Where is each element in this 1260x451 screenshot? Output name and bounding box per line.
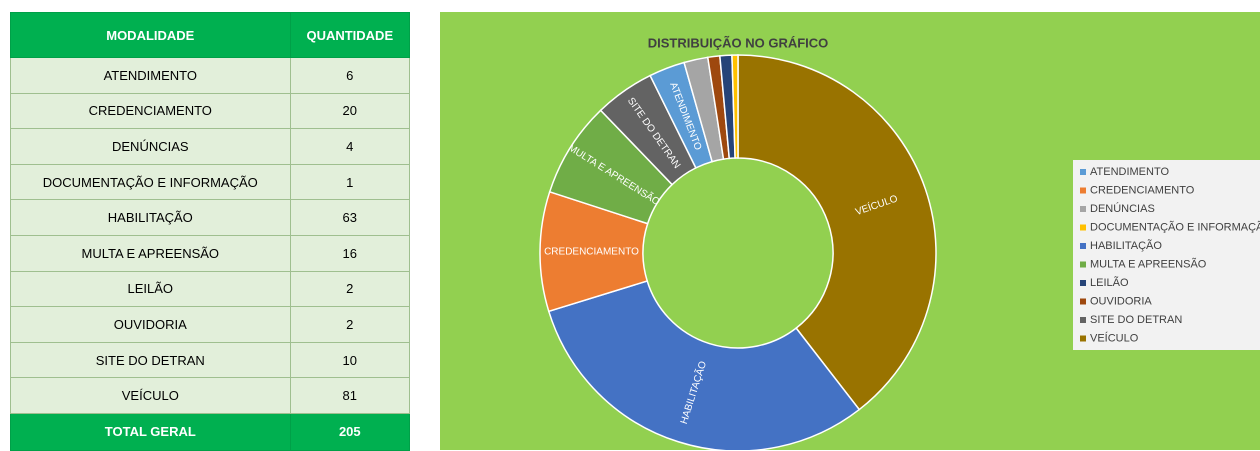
table-cell: 16 bbox=[289, 234, 411, 272]
legend-swatch bbox=[1080, 335, 1086, 342]
table-cell: 10 bbox=[289, 341, 411, 379]
table-cell: 81 bbox=[289, 377, 411, 414]
legend-swatch bbox=[1080, 206, 1086, 212]
table-cell: ATENDIMENTO bbox=[10, 57, 291, 94]
table-cell: TOTAL GERAL bbox=[10, 412, 291, 451]
chart: DISTRIBUIÇÃO NO GRÁFICO VEÍCULO HABILITAÇ… bbox=[440, 12, 1260, 450]
table-cell: 2 bbox=[289, 306, 411, 343]
slice-label: CREDENCIAMENTO bbox=[544, 247, 639, 258]
table-row: OUVIDORIA 2 bbox=[10, 306, 411, 343]
legend-swatch bbox=[1080, 243, 1086, 249]
legend-label: OUVIDORIA bbox=[1090, 295, 1152, 307]
legend-label: CREDENCIAMENTO bbox=[1090, 184, 1195, 196]
total-row: TOTAL GERAL 205 bbox=[10, 412, 411, 451]
header-cell: MODALIDADE bbox=[10, 12, 291, 58]
legend-swatch bbox=[1080, 317, 1086, 323]
data-table: MODALIDADE QUANTIDADE ATENDIMENTO 6 CREDEN… bbox=[10, 12, 411, 451]
table-cell: 4 bbox=[289, 128, 411, 165]
legend-label: DOCUMENTAÇÃO E INFORMAÇÃO bbox=[1090, 220, 1260, 233]
legend-label: LEILÃO bbox=[1090, 276, 1129, 289]
table-row: LEILÃO 2 bbox=[10, 270, 411, 308]
table-cell: LEILÃO bbox=[10, 270, 291, 308]
table-cell: OUVIDORIA bbox=[10, 306, 291, 343]
table-cell: 20 bbox=[289, 92, 411, 130]
legend-label: HABILITAÇÃO bbox=[1090, 239, 1162, 252]
chart-title: DISTRIBUIÇÃO NO GRÁFICO bbox=[648, 35, 829, 50]
legend-swatch bbox=[1080, 169, 1086, 175]
table-cell: SITE DO DETRAN bbox=[10, 341, 291, 379]
table-cell: MULTA E APREENSÃO bbox=[10, 234, 291, 272]
table-row: CREDENCIAMENTO 20 bbox=[10, 92, 411, 130]
legend-label: ATENDIMENTO bbox=[1090, 166, 1169, 178]
table-cell: 63 bbox=[289, 199, 411, 236]
legend-label: SITE DO DETRAN bbox=[1090, 314, 1182, 326]
legend-swatch bbox=[1080, 224, 1086, 231]
table-cell: DENÚNCIAS bbox=[10, 128, 291, 165]
donut-slice bbox=[737, 54, 937, 411]
legend-label: DENÚNCIAS bbox=[1090, 202, 1155, 215]
legend-swatch bbox=[1080, 261, 1086, 268]
table-cell: 2 bbox=[289, 270, 411, 308]
table-cell: 1 bbox=[289, 163, 411, 201]
legend-label: VEÍCULO bbox=[1090, 331, 1139, 344]
table-row: VEÍCULO 81 bbox=[10, 377, 411, 414]
table-row: DOCUMENTAÇÃO E INFORMAÇÃO 1 bbox=[10, 163, 411, 201]
donut-slice bbox=[731, 54, 739, 159]
legend-box bbox=[1073, 160, 1260, 350]
table-cell: VEÍCULO bbox=[10, 377, 291, 414]
table-cell: HABILITAÇÃO bbox=[10, 199, 291, 236]
table-cell: 6 bbox=[289, 57, 411, 94]
legend-swatch bbox=[1080, 298, 1086, 305]
table-cell: DOCUMENTAÇÃO E INFORMAÇÃO bbox=[10, 163, 291, 201]
table-cell: CREDENCIAMENTO bbox=[10, 92, 291, 130]
table-row: SITE DO DETRAN 10 bbox=[10, 341, 411, 379]
table-row: HABILITAÇÃO 63 bbox=[10, 199, 411, 236]
table-row: DENÚNCIAS 4 bbox=[10, 128, 411, 165]
table-row: MULTA E APREENSÃO 16 bbox=[10, 234, 411, 272]
table-cell: 205 bbox=[289, 412, 411, 451]
header-row: MODALIDADE QUANTIDADE bbox=[10, 12, 411, 58]
header-cell: QUANTIDADE bbox=[289, 12, 411, 58]
legend-swatch bbox=[1080, 187, 1086, 194]
legend-swatch bbox=[1080, 280, 1086, 286]
legend-label: MULTA E APREENSÃO bbox=[1090, 257, 1207, 270]
table-row: ATENDIMENTO 6 bbox=[10, 57, 411, 94]
